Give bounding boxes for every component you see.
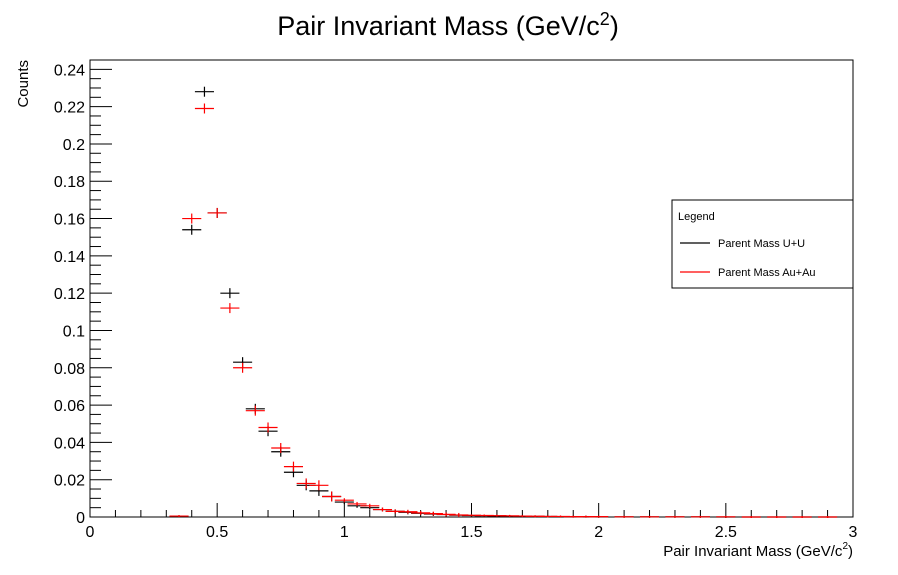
data-point: [182, 213, 202, 224]
data-point: [665, 515, 685, 518]
chart-title: Pair Invariant Mass (GeV/c2): [277, 9, 619, 41]
data-point: [792, 516, 812, 518]
y-tick-label: 0.2: [63, 137, 85, 154]
data-point: [245, 405, 265, 416]
y-tick-label: 0.1: [63, 323, 85, 340]
x-tick-label: 0: [86, 524, 95, 541]
data-point: [233, 362, 253, 373]
x-axis: 0 0.5 1 1.5 2 2.5 3: [86, 503, 858, 541]
series-auau: [169, 103, 838, 518]
data-point: [589, 515, 609, 518]
data-point: [194, 103, 214, 114]
data-point: [741, 516, 761, 518]
data-point: [423, 511, 443, 516]
x-axis-label: Pair Invariant Mass (GeV/c2): [663, 541, 853, 560]
data-point: [614, 515, 634, 518]
series-layer: [169, 86, 838, 518]
legend-entry-auau: Parent Mass Au+Au: [718, 267, 816, 279]
data-point: [309, 480, 329, 491]
x-tick-label: 3: [849, 524, 858, 541]
x-tick-label: 2.5: [715, 524, 737, 541]
legend-title: Legend: [678, 211, 715, 223]
data-point: [194, 86, 214, 97]
x-tick-label: 1: [340, 524, 349, 541]
y-tick-label: 0.06: [54, 398, 85, 415]
data-point: [271, 442, 291, 453]
series-uu: [169, 86, 838, 518]
data-point: [347, 501, 367, 506]
data-point: [296, 478, 316, 489]
data-point: [334, 498, 354, 503]
data-point: [767, 516, 787, 518]
data-point: [322, 491, 342, 502]
data-point: [283, 461, 304, 472]
x-tick-label: 1.5: [460, 524, 482, 541]
legend-entry-uu: Parent Mass U+U: [718, 238, 805, 250]
y-tick-label: 0.12: [54, 286, 85, 303]
data-point: [182, 224, 202, 235]
y-tick-label: 0.18: [54, 174, 85, 191]
y-tick-label: 0.08: [54, 361, 85, 378]
data-point: [690, 515, 710, 518]
y-tick-label: 0.14: [54, 249, 85, 266]
data-point: [639, 515, 660, 518]
data-point: [207, 207, 227, 218]
data-point: [169, 515, 189, 518]
y-tick-label: 0.16: [54, 212, 85, 229]
data-point: [258, 422, 278, 433]
x-tick-label: 0.5: [206, 524, 228, 541]
legend-box: [671, 199, 854, 289]
x-tick-label: 2: [594, 524, 603, 541]
data-point: [220, 288, 240, 299]
data-point: [818, 516, 838, 518]
data-point: [716, 515, 736, 518]
y-tick-label: 0.22: [54, 100, 85, 117]
y-axis-label: Counts: [15, 60, 32, 108]
legend: Legend Parent Mass U+U Parent Mass Au+Au: [671, 199, 854, 289]
data-point: [372, 507, 393, 512]
data-point: [360, 503, 380, 508]
y-tick-label: 0.02: [54, 473, 85, 490]
data-point: [220, 303, 240, 314]
data-point: [411, 510, 431, 515]
y-tick-label: 0.04: [54, 435, 85, 452]
y-tick-label: 0: [76, 510, 85, 527]
y-tick-label: 0.24: [54, 62, 85, 79]
data-point: [398, 509, 418, 514]
y-axis: 0 0.02 0.04 0.06 0.08 0.1 0.12 0.14 0.16 0.18 0.2 0…: [54, 62, 112, 527]
